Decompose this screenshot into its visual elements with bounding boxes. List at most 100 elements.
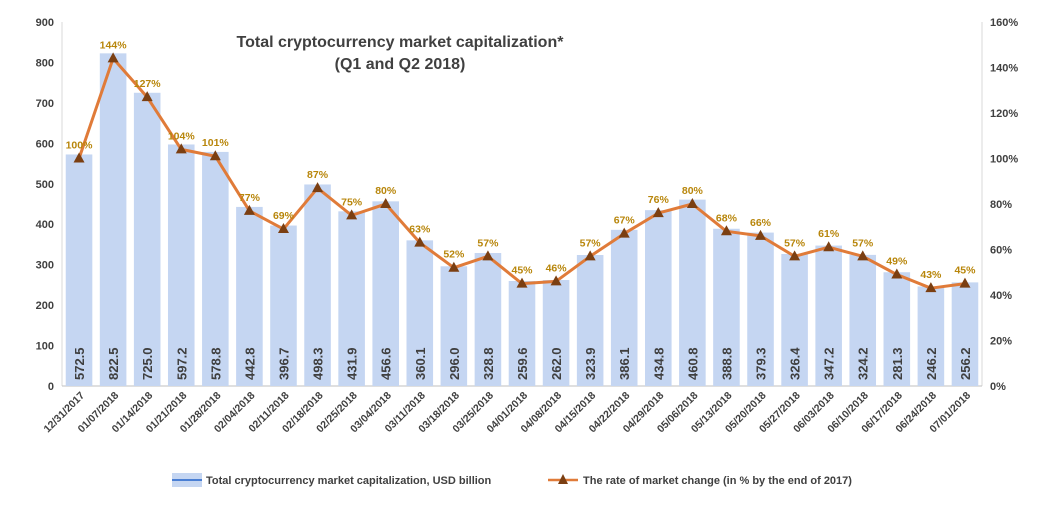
- bar: [474, 253, 502, 386]
- bar-value-label: 296.0: [447, 347, 462, 380]
- left-y-axis: 0 100 200 300 400 500 600 700 800 900: [36, 17, 54, 393]
- bar-value-label: 262.0: [549, 347, 564, 380]
- right-y-axis: 0% 20% 40% 60% 80% 100% 120% 140% 160%: [990, 17, 1018, 393]
- left-axis-tick-label: 300: [36, 260, 54, 272]
- line-value-label: 61%: [818, 228, 840, 240]
- line-value-label: 49%: [886, 256, 908, 268]
- bar-value-label: 324.2: [856, 347, 871, 380]
- line-marker: [823, 241, 835, 252]
- bar-value-label: 259.6: [515, 347, 530, 380]
- line-marker: [312, 182, 324, 193]
- line-marker: [891, 268, 903, 279]
- x-axis: 12/31/201701/07/201801/14/201801/21/2018…: [42, 390, 974, 436]
- bar: [372, 201, 399, 386]
- bar: [202, 151, 229, 386]
- line-marker: [380, 198, 392, 208]
- bar: [951, 282, 979, 386]
- right-axis-tick-label: 60%: [990, 245, 1012, 257]
- line-value-label: 68%: [716, 212, 738, 224]
- bar: [883, 272, 911, 386]
- line-marker: [516, 277, 528, 288]
- bar-value-label: 386.1: [617, 347, 632, 380]
- bar-value-label: 326.4: [788, 347, 803, 380]
- line-marker: [277, 223, 289, 234]
- line-marker: [755, 229, 767, 240]
- line-value-label: 101%: [202, 137, 230, 149]
- bar-value-label: 572.5: [72, 347, 87, 380]
- line-marker: [959, 277, 971, 288]
- right-axis-tick-label: 80%: [990, 199, 1012, 211]
- line-marker: [686, 198, 698, 208]
- bar-value-label: 246.2: [924, 347, 939, 380]
- line-value-label: 144%: [100, 39, 128, 51]
- left-axis-tick-label: 100: [36, 341, 54, 353]
- left-axis-tick-label: 400: [36, 219, 54, 231]
- bar-value-label: 725.0: [140, 347, 155, 380]
- line-marker: [414, 236, 426, 247]
- bar: [610, 229, 638, 386]
- line-value-label: 80%: [375, 185, 397, 197]
- line-value-label: 46%: [546, 262, 568, 274]
- bar-value-label: 498.3: [311, 347, 326, 380]
- line-value-label: 87%: [307, 169, 329, 181]
- left-axis-tick-label: 700: [36, 98, 54, 110]
- line-marker: [857, 250, 869, 261]
- line-marker: [209, 150, 221, 161]
- bar: [406, 240, 434, 386]
- line-value-label: 100%: [66, 140, 94, 152]
- bar: [99, 53, 127, 386]
- bar: [576, 255, 604, 386]
- bar-value-label: 822.5: [106, 347, 121, 380]
- bar: [679, 199, 706, 386]
- right-axis-tick-label: 40%: [990, 290, 1012, 302]
- bar-value-label: 360.1: [413, 347, 428, 380]
- line-marker: [107, 52, 119, 63]
- bar-value-label: 347.2: [822, 347, 837, 380]
- right-axis-tick-label: 140%: [990, 63, 1018, 75]
- left-axis-tick-label: 500: [36, 179, 54, 191]
- line-marker: [789, 250, 801, 261]
- bar: [917, 286, 945, 386]
- bar: [133, 92, 161, 387]
- left-axis-tick-label: 200: [36, 300, 54, 312]
- bar-value-label: 379.3: [754, 347, 769, 380]
- line-marker: [550, 275, 562, 286]
- bar: [236, 206, 263, 386]
- bar: [542, 280, 570, 386]
- bar: [167, 144, 195, 386]
- right-axis-tick-label: 20%: [990, 336, 1012, 348]
- line-value-label: 45%: [511, 265, 533, 277]
- line-marker: [141, 91, 153, 102]
- bar-value-labels: 572.5 822.5 725.0 597.2 578.8 442.8 396.7 498.3…: [72, 347, 973, 380]
- bar-value-label: 281.3: [890, 347, 905, 380]
- bar-value-label: 396.7: [276, 347, 291, 380]
- bar: [713, 228, 740, 386]
- line-marker: [243, 204, 255, 215]
- line-marker: [584, 250, 596, 261]
- bar: [781, 253, 808, 386]
- chart-title: Total cryptocurrency market capitalizati…: [237, 34, 565, 51]
- legend-line-label: The rate of market change (in % by the e…: [583, 475, 852, 487]
- line-value-label: 43%: [920, 269, 942, 281]
- left-axis-tick-label: 600: [36, 138, 54, 150]
- line-value-label: 57%: [784, 237, 806, 249]
- right-axis-tick-label: 120%: [990, 108, 1018, 120]
- line-marker: [720, 225, 732, 236]
- bar: [440, 266, 468, 386]
- line-marker: [346, 209, 358, 220]
- bar-series: [65, 53, 979, 387]
- left-axis-tick-label: 800: [36, 57, 54, 69]
- line-marker: [618, 227, 630, 238]
- legend-bar-label: Total cryptocurrency market capitalizati…: [206, 475, 492, 487]
- line-value-label: 63%: [409, 224, 431, 236]
- bar-value-label: 578.8: [208, 347, 223, 380]
- line-value-label: 52%: [443, 249, 465, 261]
- line-marker: [448, 261, 460, 272]
- bar-value-label: 434.8: [651, 347, 666, 380]
- line-marker: [482, 250, 494, 261]
- line-value-label: 77%: [239, 192, 261, 204]
- line-value-label: 76%: [648, 194, 670, 206]
- line-marker: [73, 152, 85, 163]
- bar-value-label: 431.9: [345, 347, 360, 380]
- legend-line-marker: [558, 474, 568, 484]
